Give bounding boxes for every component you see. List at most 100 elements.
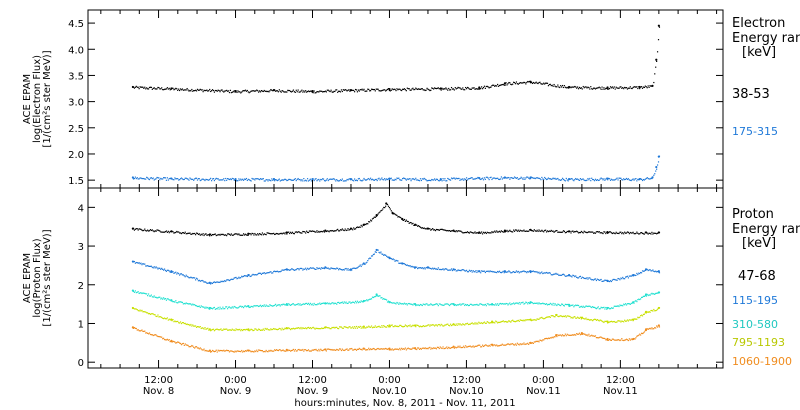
series-point [231, 177, 233, 180]
series-point [390, 257, 392, 260]
series-point [269, 271, 271, 273]
series-point [400, 179, 402, 181]
series-point [203, 328, 205, 330]
series-point [408, 302, 410, 305]
series-point [481, 322, 484, 325]
series-point [525, 230, 527, 232]
series-point [278, 233, 280, 235]
series-point [541, 229, 543, 231]
series-point [637, 273, 639, 276]
series-point [655, 327, 657, 329]
series-point [145, 293, 147, 295]
series-point [163, 317, 166, 319]
series-point [172, 301, 174, 303]
series-point [283, 350, 285, 352]
series-point [380, 326, 382, 328]
series-point [596, 307, 598, 309]
series-point [441, 180, 443, 182]
series-point [451, 230, 454, 232]
series-point [368, 221, 370, 223]
series-point [464, 231, 466, 234]
series-point [609, 321, 612, 323]
series-point [395, 325, 397, 328]
series-point [484, 231, 486, 234]
series-point [316, 327, 318, 330]
series-point [221, 329, 223, 331]
series-point [180, 301, 183, 303]
series-point [447, 177, 449, 180]
series-point [496, 230, 498, 232]
series-point [645, 295, 647, 297]
series-point [301, 328, 303, 330]
series-point [251, 350, 253, 352]
series-point [275, 232, 278, 235]
series-point [518, 178, 520, 180]
series-point [406, 220, 408, 223]
series-point [441, 268, 443, 271]
series-point [446, 323, 448, 325]
series-point [444, 268, 446, 270]
series-point [492, 345, 494, 347]
series-point [617, 179, 619, 181]
series-point [641, 179, 644, 182]
series-point [159, 336, 161, 338]
series-point [574, 333, 576, 336]
series-point [440, 269, 442, 271]
series-point [194, 304, 196, 306]
series-point [255, 328, 257, 330]
series-point [455, 230, 457, 232]
series-point [334, 349, 336, 351]
series-point [320, 303, 322, 305]
series-point [431, 268, 433, 270]
series-point [589, 231, 591, 233]
series-point [538, 318, 540, 320]
series-point [620, 231, 622, 233]
series-point [542, 272, 544, 275]
series-point [535, 302, 537, 304]
series-point [186, 87, 188, 90]
series-point [216, 328, 218, 330]
series-point [514, 177, 517, 179]
series-point [470, 269, 472, 272]
series-point [637, 178, 639, 180]
series-point [267, 232, 269, 234]
series-point [330, 267, 332, 269]
series-point [347, 302, 349, 305]
series-point [385, 299, 388, 301]
series-point [275, 349, 278, 351]
series-point [564, 180, 566, 182]
series-point [308, 268, 311, 270]
series-point [569, 305, 571, 307]
series-point [495, 84, 497, 87]
series-point [147, 178, 150, 180]
data-point [170, 339, 173, 343]
series-point [172, 340, 174, 342]
series-point [133, 260, 136, 263]
data-point [503, 82, 507, 85]
series-point [557, 177, 559, 180]
series-point [468, 88, 470, 90]
series-point [333, 268, 335, 270]
proton-legend-subtitle: Energy ran [732, 222, 800, 237]
series-point [192, 324, 194, 326]
series-point [244, 233, 247, 235]
series-point [514, 343, 517, 345]
series-point [160, 268, 162, 271]
series-point [308, 350, 311, 352]
series-point [271, 272, 273, 274]
series-point [202, 91, 204, 93]
series-point [524, 320, 526, 322]
series-point [277, 349, 279, 352]
data-point [503, 176, 507, 179]
series-point [507, 83, 509, 85]
series-point [472, 323, 474, 325]
series-point [316, 267, 318, 269]
series-point [570, 178, 572, 180]
series-point [535, 81, 537, 83]
series-point [645, 86, 647, 88]
series-point [586, 334, 588, 336]
series-point [347, 179, 349, 181]
series-point [361, 349, 363, 351]
series-point [355, 89, 358, 91]
series-point [450, 230, 453, 232]
